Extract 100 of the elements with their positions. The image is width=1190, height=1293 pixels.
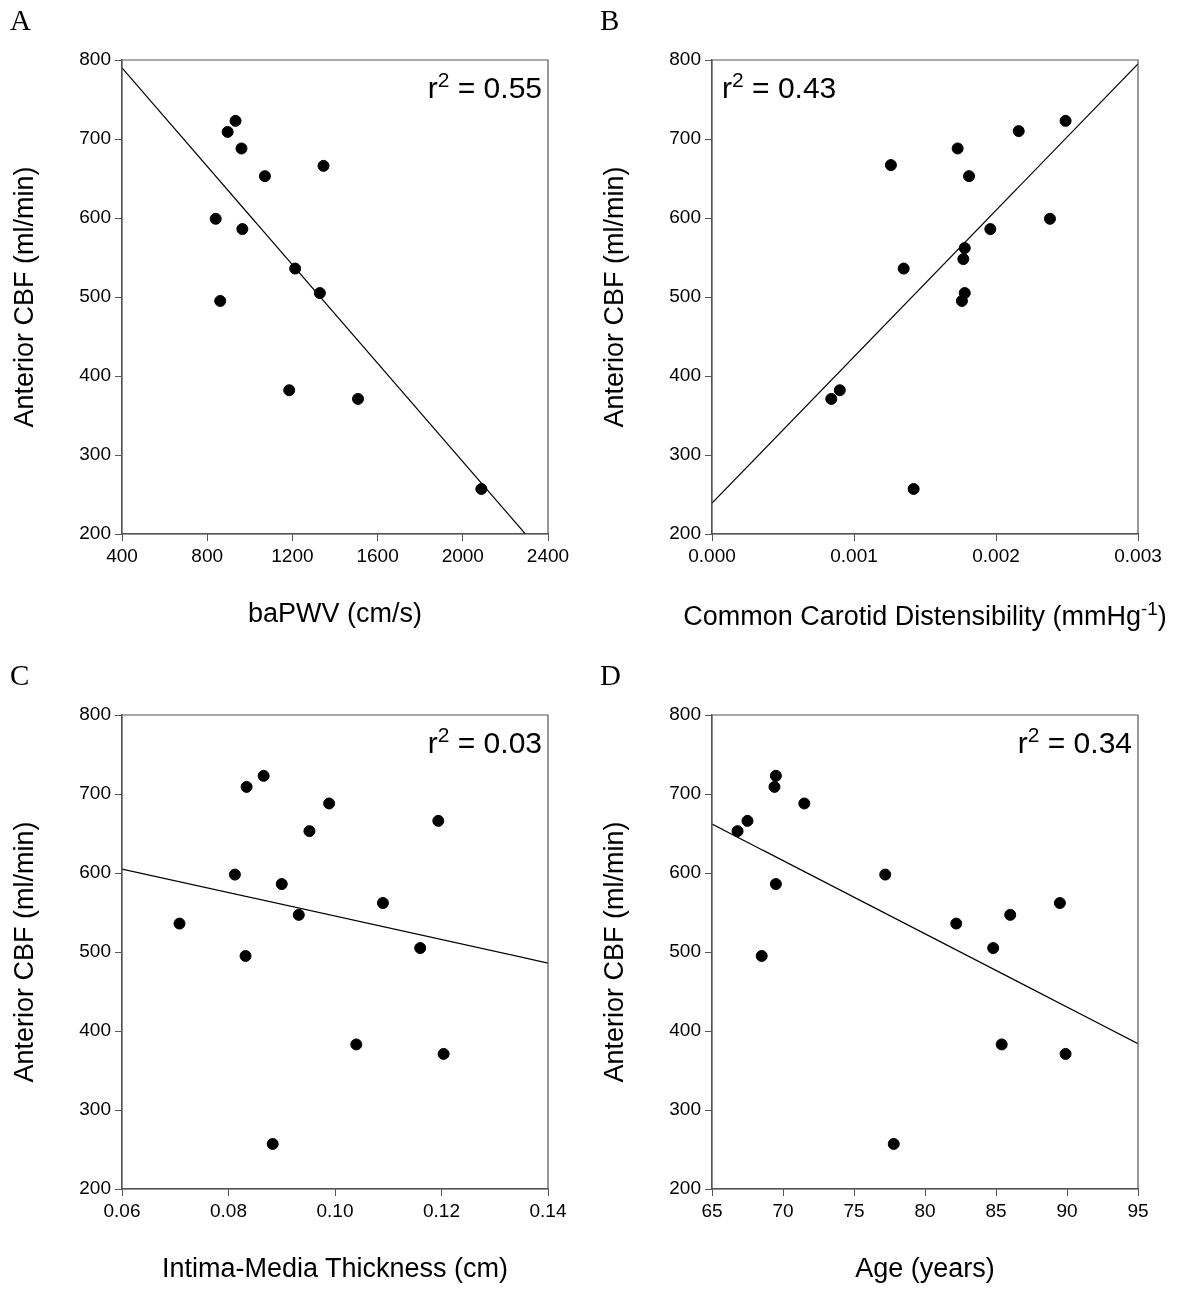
chart-title: A xyxy=(10,4,31,37)
x-axis-title: Age (years) xyxy=(855,1253,995,1284)
y-axis-title: Anterior CBF (ml/min) xyxy=(598,821,630,1083)
point xyxy=(313,287,326,300)
y-tick-label: 200 xyxy=(79,1177,111,1199)
x-tick-label: 0.002 xyxy=(972,544,1020,566)
point xyxy=(258,170,271,183)
y-tick-label: 500 xyxy=(669,940,701,962)
x-tick-label: 90 xyxy=(1056,1199,1078,1221)
y-tick-label: 400 xyxy=(79,1019,111,1041)
x-tick-label: 0.12 xyxy=(423,1199,460,1221)
x-axis-title: Common Carotid Distensibility (mmHg$^{-1}$) xyxy=(683,598,1167,632)
y-tick-label: 600 xyxy=(669,861,701,883)
point xyxy=(731,825,744,838)
point xyxy=(995,1038,1008,1051)
y-axis-title: Anterior CBF (ml/min) xyxy=(8,166,40,428)
y-tick-label: 500 xyxy=(79,940,111,962)
x-tick-label: 0.000 xyxy=(688,544,736,566)
chart-title: C xyxy=(10,659,30,692)
point xyxy=(755,949,768,962)
point xyxy=(769,878,782,891)
point xyxy=(957,253,970,266)
y-tick-label: 300 xyxy=(79,443,111,465)
x-tick-label: 0.001 xyxy=(830,544,878,566)
point xyxy=(214,294,227,307)
x-tick-label: 0.003 xyxy=(1114,544,1162,566)
point xyxy=(1059,114,1072,127)
point xyxy=(769,769,782,782)
annotation: r$^{2}$ = 0.55 xyxy=(427,68,542,105)
x-tick-label: 0.10 xyxy=(316,1199,354,1221)
y-tick-label: 300 xyxy=(79,1098,111,1120)
y-tick-label: 400 xyxy=(669,1019,701,1041)
point xyxy=(884,159,897,172)
point xyxy=(963,170,976,183)
point xyxy=(741,814,754,827)
x-tick-label: 70 xyxy=(772,1199,794,1221)
point xyxy=(950,917,963,930)
point xyxy=(323,797,336,810)
point xyxy=(235,142,248,155)
y-tick-label: 800 xyxy=(79,48,111,70)
y-tick-label: 700 xyxy=(79,127,111,149)
y-tick-label: 700 xyxy=(669,782,701,804)
point xyxy=(987,942,1000,955)
y-tick-label: 500 xyxy=(669,285,701,307)
y-tick-label: 300 xyxy=(669,443,701,465)
point xyxy=(209,212,222,225)
point xyxy=(352,392,364,405)
y-tick-label: 400 xyxy=(669,364,701,386)
y-tick-label: 600 xyxy=(79,206,111,228)
y-tick-label: 600 xyxy=(79,861,111,883)
x-tick-label: 0.08 xyxy=(210,1199,247,1221)
y-tick-label: 800 xyxy=(669,48,701,70)
point xyxy=(275,878,288,891)
point xyxy=(303,825,316,838)
y-tick-label: 700 xyxy=(79,782,111,804)
y-tick-label: 400 xyxy=(79,364,111,386)
x-tick-label: 80 xyxy=(914,1199,936,1221)
x-tick-label: 65 xyxy=(701,1199,723,1221)
point xyxy=(350,1038,363,1051)
y-tick-label: 800 xyxy=(669,703,701,725)
annotation: r$^{2}$ = 0.43 xyxy=(722,68,837,105)
annotation: r$^{2}$ = 0.34 xyxy=(1017,723,1132,760)
y-tick-label: 500 xyxy=(79,285,111,307)
y-axis-title: Anterior CBF (ml/min) xyxy=(8,821,40,1083)
point xyxy=(283,384,296,397)
point xyxy=(414,942,427,955)
point xyxy=(1004,908,1017,921)
point xyxy=(887,1137,900,1150)
point xyxy=(376,897,389,910)
point xyxy=(825,392,838,405)
x-tick-label: 75 xyxy=(843,1199,865,1221)
y-tick-label: 700 xyxy=(669,127,701,149)
point xyxy=(984,223,997,236)
x-axis-title: baPWV (cm/s) xyxy=(247,598,423,629)
point xyxy=(958,242,971,255)
annotation: r$^{2}$ = 0.03 xyxy=(427,723,542,760)
y-tick-label: 300 xyxy=(669,1098,701,1120)
point xyxy=(228,868,241,881)
x-tick-label: 1600 xyxy=(356,544,399,566)
x-tick-label: 400 xyxy=(106,544,138,566)
x-tick-label: 2400 xyxy=(526,544,570,566)
x-tick-label: 2000 xyxy=(441,544,484,566)
point xyxy=(1053,897,1066,910)
point xyxy=(437,1047,450,1060)
point xyxy=(432,814,445,827)
point xyxy=(1059,1047,1072,1060)
point xyxy=(897,262,910,275)
y-axis-title: Anterior CBF (ml/min) xyxy=(598,166,630,428)
chart-title: D xyxy=(600,659,621,692)
point xyxy=(475,482,488,495)
x-tick-label: 0.06 xyxy=(103,1199,141,1221)
point xyxy=(266,1137,279,1150)
point xyxy=(173,917,186,930)
point xyxy=(221,125,234,138)
y-tick-label: 200 xyxy=(79,522,111,544)
y-tick-label: 200 xyxy=(669,1177,701,1199)
chart-title: B xyxy=(600,4,620,37)
point xyxy=(289,262,302,275)
point xyxy=(317,159,330,172)
point xyxy=(768,780,781,793)
